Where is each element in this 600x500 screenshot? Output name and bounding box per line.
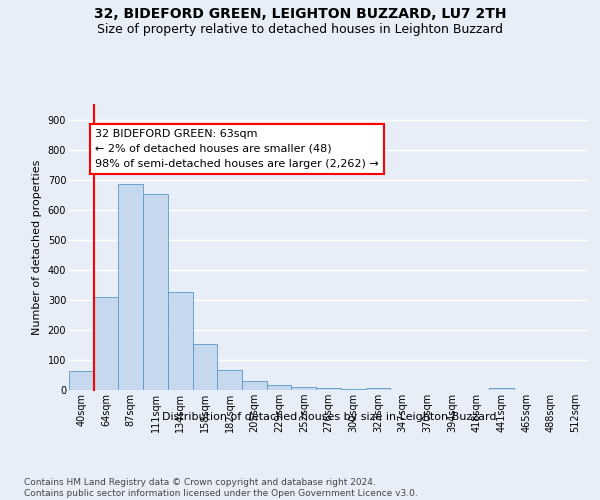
Bar xyxy=(69,371,94,390)
Bar xyxy=(193,344,217,390)
Bar xyxy=(118,184,143,390)
Text: 32 BIDEFORD GREEN: 63sqm
← 2% of detached houses are smaller (48)
98% of semi-de: 32 BIDEFORD GREEN: 63sqm ← 2% of detache… xyxy=(95,129,379,168)
Bar xyxy=(267,384,292,390)
Text: Size of property relative to detached houses in Leighton Buzzard: Size of property relative to detached ho… xyxy=(97,22,503,36)
Bar xyxy=(489,388,514,390)
Bar xyxy=(143,194,168,390)
Bar xyxy=(168,292,193,390)
Text: 32, BIDEFORD GREEN, LEIGHTON BUZZARD, LU7 2TH: 32, BIDEFORD GREEN, LEIGHTON BUZZARD, LU… xyxy=(94,8,506,22)
Bar xyxy=(94,297,118,390)
Bar xyxy=(217,370,242,390)
Bar xyxy=(292,387,316,390)
Bar xyxy=(242,381,267,390)
Bar xyxy=(365,388,390,390)
Bar xyxy=(316,388,341,390)
Text: Distribution of detached houses by size in Leighton Buzzard: Distribution of detached houses by size … xyxy=(161,412,496,422)
Text: Contains HM Land Registry data © Crown copyright and database right 2024.
Contai: Contains HM Land Registry data © Crown c… xyxy=(24,478,418,498)
Bar xyxy=(341,389,365,390)
Y-axis label: Number of detached properties: Number of detached properties xyxy=(32,160,42,335)
